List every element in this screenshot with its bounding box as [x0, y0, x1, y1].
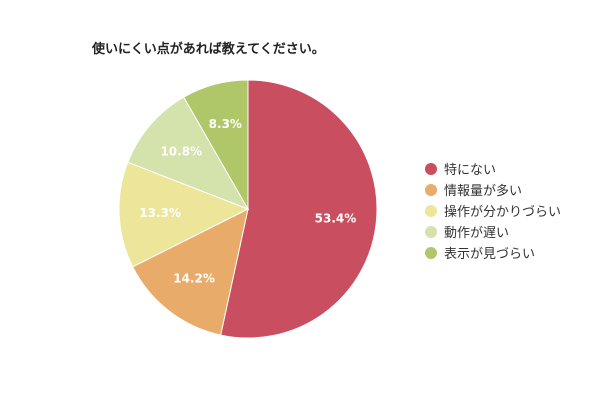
- chart-legend: 特にない情報量が多い操作が分かりづらい 動作が遅い表示が見づらい: [425, 158, 561, 263]
- pie-slices: [118, 79, 378, 339]
- legend-swatch: [425, 225, 437, 238]
- pie-slice: [132, 208, 249, 336]
- slice-value-label: 53.4%: [315, 211, 357, 225]
- slice-value-label: 8.3%: [209, 117, 242, 131]
- slice-value-label: 14.2%: [173, 272, 215, 286]
- legend-item: 情報量が多い: [425, 179, 561, 200]
- legend-label: 表示が見づらい: [444, 247, 536, 262]
- legend-swatch: [425, 204, 437, 217]
- legend-label: 操作が分かりづらい: [444, 205, 562, 220]
- slice-value-label: 10.8%: [160, 145, 202, 159]
- legend-item: 操作が分かりづらい: [425, 200, 561, 221]
- slice-value-label: 13.3%: [139, 206, 181, 220]
- legend-item: 特にない: [425, 158, 561, 179]
- pie-value-labels: 53.4% 14.2% 13.3% 10.8% 8.3%: [139, 117, 356, 286]
- legend-label: 情報量が多い: [444, 184, 523, 199]
- pie-slice: [118, 161, 250, 268]
- pie-slice: [183, 79, 249, 211]
- legend-swatch: [425, 162, 437, 175]
- legend-swatch: [425, 246, 437, 259]
- legend-label: 特にない: [444, 163, 497, 178]
- legend-swatch: [425, 183, 437, 196]
- pie-slice: [220, 79, 378, 339]
- chart-title: 使いにくい点があれば教えてください。: [92, 42, 325, 57]
- legend-label: 動作が遅い: [444, 226, 510, 241]
- legend-item: 動作が遅い: [425, 221, 561, 242]
- legend-item: 表示が見づらい: [425, 242, 561, 263]
- pie-slice: [127, 96, 250, 210]
